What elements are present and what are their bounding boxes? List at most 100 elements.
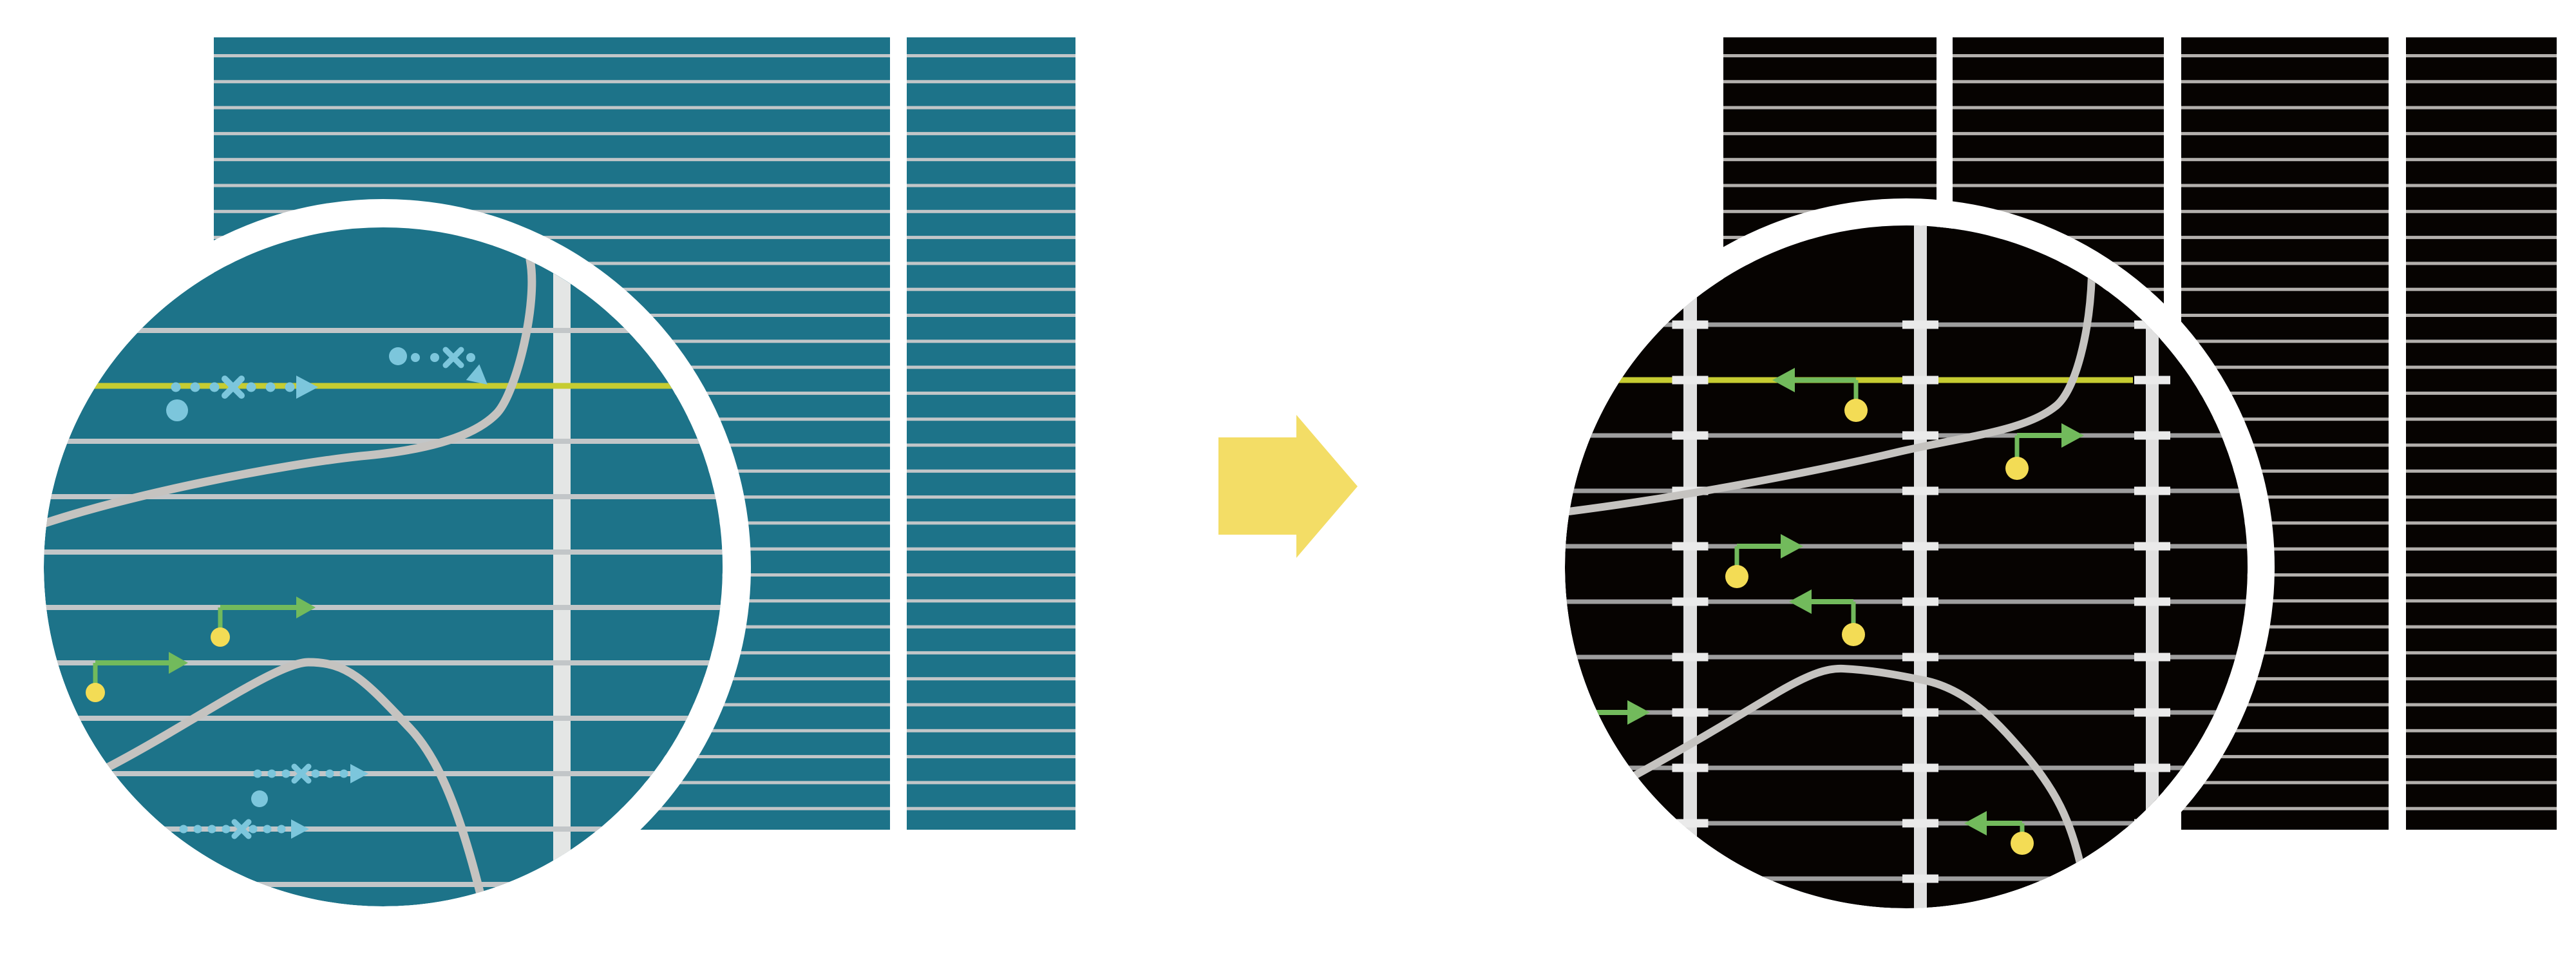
finger-line [2406,547,2557,551]
finger-line [907,703,1075,707]
right-module-multibusbar-cell-cell-column-4 [2406,37,2557,830]
finger-line [44,716,723,721]
magnifier-layer [15,198,2275,935]
finger-line [1953,106,2164,110]
electron-dot [1725,565,1748,588]
trail-dot [209,382,220,392]
finger-line [214,184,890,187]
finger-line [2181,391,2389,395]
finger-line [2406,443,2557,447]
finger-line [2181,651,2389,654]
busbar-solder-pad [1672,542,1709,551]
finger-line [1723,184,1937,187]
finger-line [907,495,1075,499]
lost-electron-path [251,763,368,807]
finger-line [214,209,890,213]
busbar [553,227,571,906]
recombination-cross-icon [442,347,464,368]
grain-boundary-upper [44,255,536,528]
highlighted-finger-line [44,383,723,389]
electron-dot [2005,457,2029,480]
finger-line [907,106,1075,110]
finger-line [2181,729,2389,732]
busbar-solder-pad [1902,763,1938,772]
finger-line [2406,469,2557,473]
finger-line [2406,287,2557,291]
trail-dot [193,825,202,834]
finger-line [2181,573,2389,577]
finger-line [2181,781,2389,785]
finger-line [2181,521,2389,525]
finger-line [214,106,890,110]
finger-line [2406,158,2557,162]
busbar-solder-pad [2134,486,2170,495]
finger-line [2406,703,2557,707]
busbar-solder-pad [1672,708,1709,717]
busbar-solder-pad [1902,486,1938,495]
lost-electron-path [389,347,488,385]
finger-line [907,729,1075,732]
finger-line [1953,184,2164,187]
finger-line [2181,547,2389,551]
electron-dot [2011,832,2034,855]
collected-electron-path [1964,811,2034,855]
finger-line [2406,339,2557,343]
finger-line [1953,54,2164,57]
finger-line [2181,703,2389,707]
busbar-solder-pad [1902,431,1938,440]
busbar-solder-pad [2134,431,2170,440]
finger-line [214,236,890,240]
current-arrowhead-icon [296,597,316,618]
busbar-solder-pad [1672,763,1709,772]
finger-line [2406,209,2557,213]
finger-line [1723,158,1937,162]
busbar-solder-pad [1672,653,1709,662]
collected-electron-path [211,597,316,647]
trail-dot [285,382,295,392]
finger-line [907,677,1075,681]
busbar-solder-pad [1902,819,1938,828]
current-arrowhead-icon [1781,534,1803,559]
finger-line [2406,391,2557,395]
finger-line [907,651,1075,654]
busbar-solder-pad [1672,320,1709,329]
trail-dot [179,825,188,834]
trail-dot [249,825,258,834]
left-module-conventional-cell-cell-column-2 [907,37,1075,830]
trail-dot [339,769,348,778]
finger-line [1953,80,2164,84]
trail-dot [263,825,272,834]
current-arrowhead-icon [169,652,188,674]
trail-dot [171,382,181,392]
finger-line [2181,209,2389,213]
finger-line [2406,677,2557,681]
finger-line [907,573,1075,577]
finger-line [2406,755,2557,759]
finger-line [907,781,1075,785]
trail-dot [281,769,290,778]
trail-dot [411,353,420,362]
finger-line [2181,262,2389,265]
finger-line [1953,158,2164,162]
electron-dot [1842,623,1865,646]
electron-dot [166,399,188,421]
electron-dot [86,683,105,702]
lost-electron-path [166,376,318,421]
electron-dot [251,790,268,807]
finger-line [2406,599,2557,603]
finger-line [907,184,1075,187]
arrowhead-icon [291,819,309,839]
finger-line [2181,625,2389,629]
finger-line [2406,651,2557,654]
finger-line [2406,106,2557,110]
finger-line [907,417,1075,421]
finger-line [44,660,723,665]
finger-line [2406,521,2557,525]
left-lens-background [44,227,723,906]
finger-line [2406,131,2557,135]
finger-line [907,158,1075,162]
finger-line [907,287,1075,291]
collected-electron-path [1789,589,1865,646]
finger-line [1953,131,2164,135]
